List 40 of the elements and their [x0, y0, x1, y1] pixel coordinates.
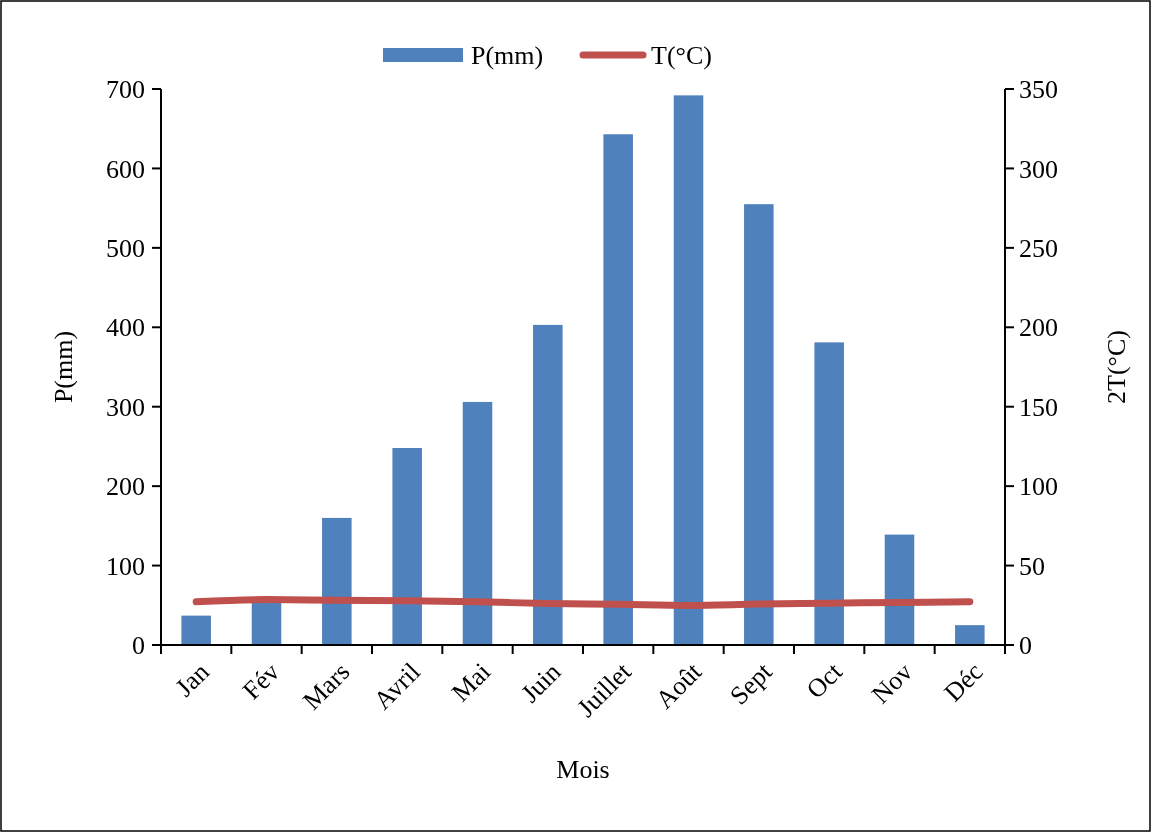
- y-tick-label: 600: [106, 154, 145, 184]
- x-tick-label: Fév: [237, 657, 286, 706]
- y2-tick-label: 100: [1019, 472, 1058, 502]
- bar: [181, 615, 211, 645]
- y2-tick-label: 50: [1019, 551, 1045, 581]
- bar: [814, 342, 844, 645]
- y2-axis-title: 2T(°C): [1102, 330, 1131, 404]
- bar: [462, 401, 493, 645]
- y2-tick-label: 350: [1019, 75, 1058, 105]
- legend-label: T(°C): [651, 41, 712, 71]
- y-axis-title: P(mm): [49, 330, 78, 404]
- bar: [392, 448, 422, 645]
- x-tick-label: Sept: [724, 656, 779, 711]
- y-tick-label: 100: [106, 551, 145, 581]
- y-tick-label: 300: [106, 392, 145, 422]
- bar: [744, 204, 774, 645]
- y2-tick-label: 200: [1019, 313, 1058, 343]
- x-axis-title: Mois: [556, 755, 610, 784]
- bar: [673, 95, 704, 645]
- y-tick-label: 500: [106, 233, 145, 263]
- y-tick-label: 200: [106, 472, 145, 502]
- y2-tick-label: 150: [1019, 392, 1058, 422]
- bar: [322, 517, 352, 645]
- x-tick-label: Déc: [938, 657, 989, 708]
- y2-tick-label: 0: [1019, 631, 1032, 661]
- y-tick-label: 0: [132, 631, 145, 661]
- x-tick-label: Nov: [866, 657, 919, 710]
- y2-tick-label: 300: [1019, 154, 1058, 184]
- legend-label: P(mm): [471, 41, 544, 71]
- bar: [603, 134, 633, 645]
- y2-tick-label: 250: [1019, 233, 1058, 263]
- x-tick-label: Mai: [446, 657, 497, 708]
- y-tick-label: 700: [106, 75, 145, 105]
- bar: [955, 625, 985, 645]
- x-tick-label: Oct: [800, 656, 849, 705]
- y-tick-label: 400: [106, 313, 145, 343]
- x-tick-label: Jan: [169, 657, 215, 703]
- x-tick-label: Juin: [515, 657, 567, 709]
- bar: [884, 534, 915, 645]
- bar: [533, 324, 563, 645]
